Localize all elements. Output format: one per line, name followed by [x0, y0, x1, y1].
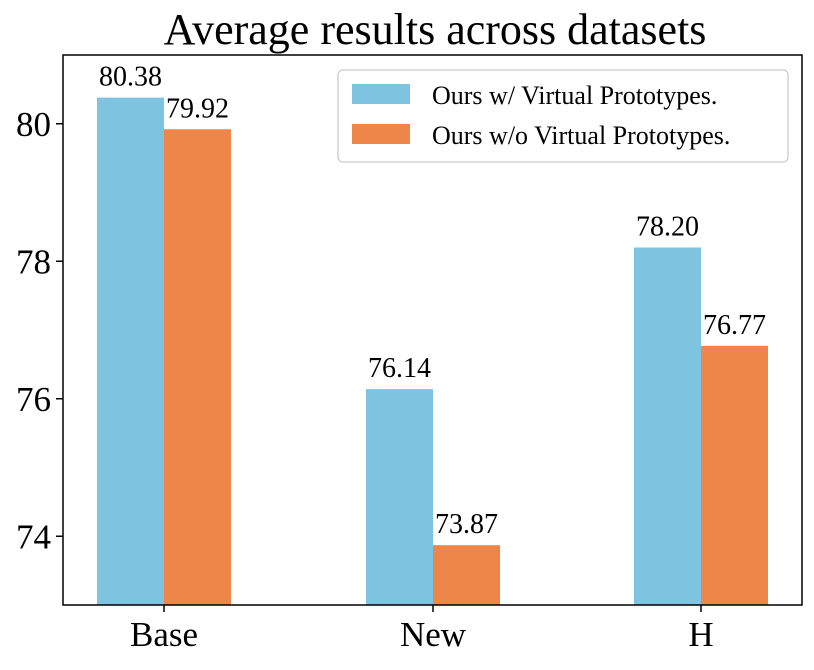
data-label-new-with-virtual-prototypes: 76.14	[368, 353, 431, 384]
data-label-h-with-virtual-prototypes: 78.20	[636, 212, 699, 243]
y-tick-label: 80	[16, 105, 51, 144]
bar-h-without-virtual-prototypes	[701, 345, 768, 605]
data-label-base-without-virtual-prototypes: 79.92	[166, 93, 229, 124]
bar-base-without-virtual-prototypes	[164, 129, 231, 605]
x-tick-label-new: New	[400, 615, 467, 654]
bar-new-without-virtual-prototypes	[433, 545, 500, 605]
legend: Ours w/ Virtual Prototypes. Ours w/o Vir…	[337, 69, 789, 163]
chart-title: Average results across datasets	[164, 5, 707, 54]
data-label-h-without-virtual-prototypes: 76.77	[703, 310, 766, 341]
data-label-base-with-virtual-prototypes: 80.38	[99, 62, 162, 93]
legend-swatch-with-virtual-prototypes	[352, 84, 410, 104]
x-tick-label-base: Base	[130, 615, 198, 654]
bar-base-with-virtual-prototypes	[97, 97, 164, 605]
legend-swatch-without-virtual-prototypes	[352, 124, 410, 144]
x-tick-label-h: H	[688, 615, 713, 654]
bar-new-with-virtual-prototypes	[366, 389, 433, 605]
y-tick-label: 76	[16, 380, 51, 419]
legend-label-with-virtual-prototypes: Ours w/ Virtual Prototypes.	[432, 81, 717, 110]
data-label-new-without-virtual-prototypes: 73.87	[435, 509, 498, 540]
legend-box	[337, 69, 789, 163]
plot-frame	[62, 54, 803, 606]
legend-label-without-virtual-prototypes: Ours w/o Virtual Prototypes.	[432, 121, 730, 150]
bar-h-with-virtual-prototypes	[634, 247, 701, 605]
y-tick-label: 74	[16, 517, 51, 556]
y-tick-label: 78	[16, 242, 51, 281]
